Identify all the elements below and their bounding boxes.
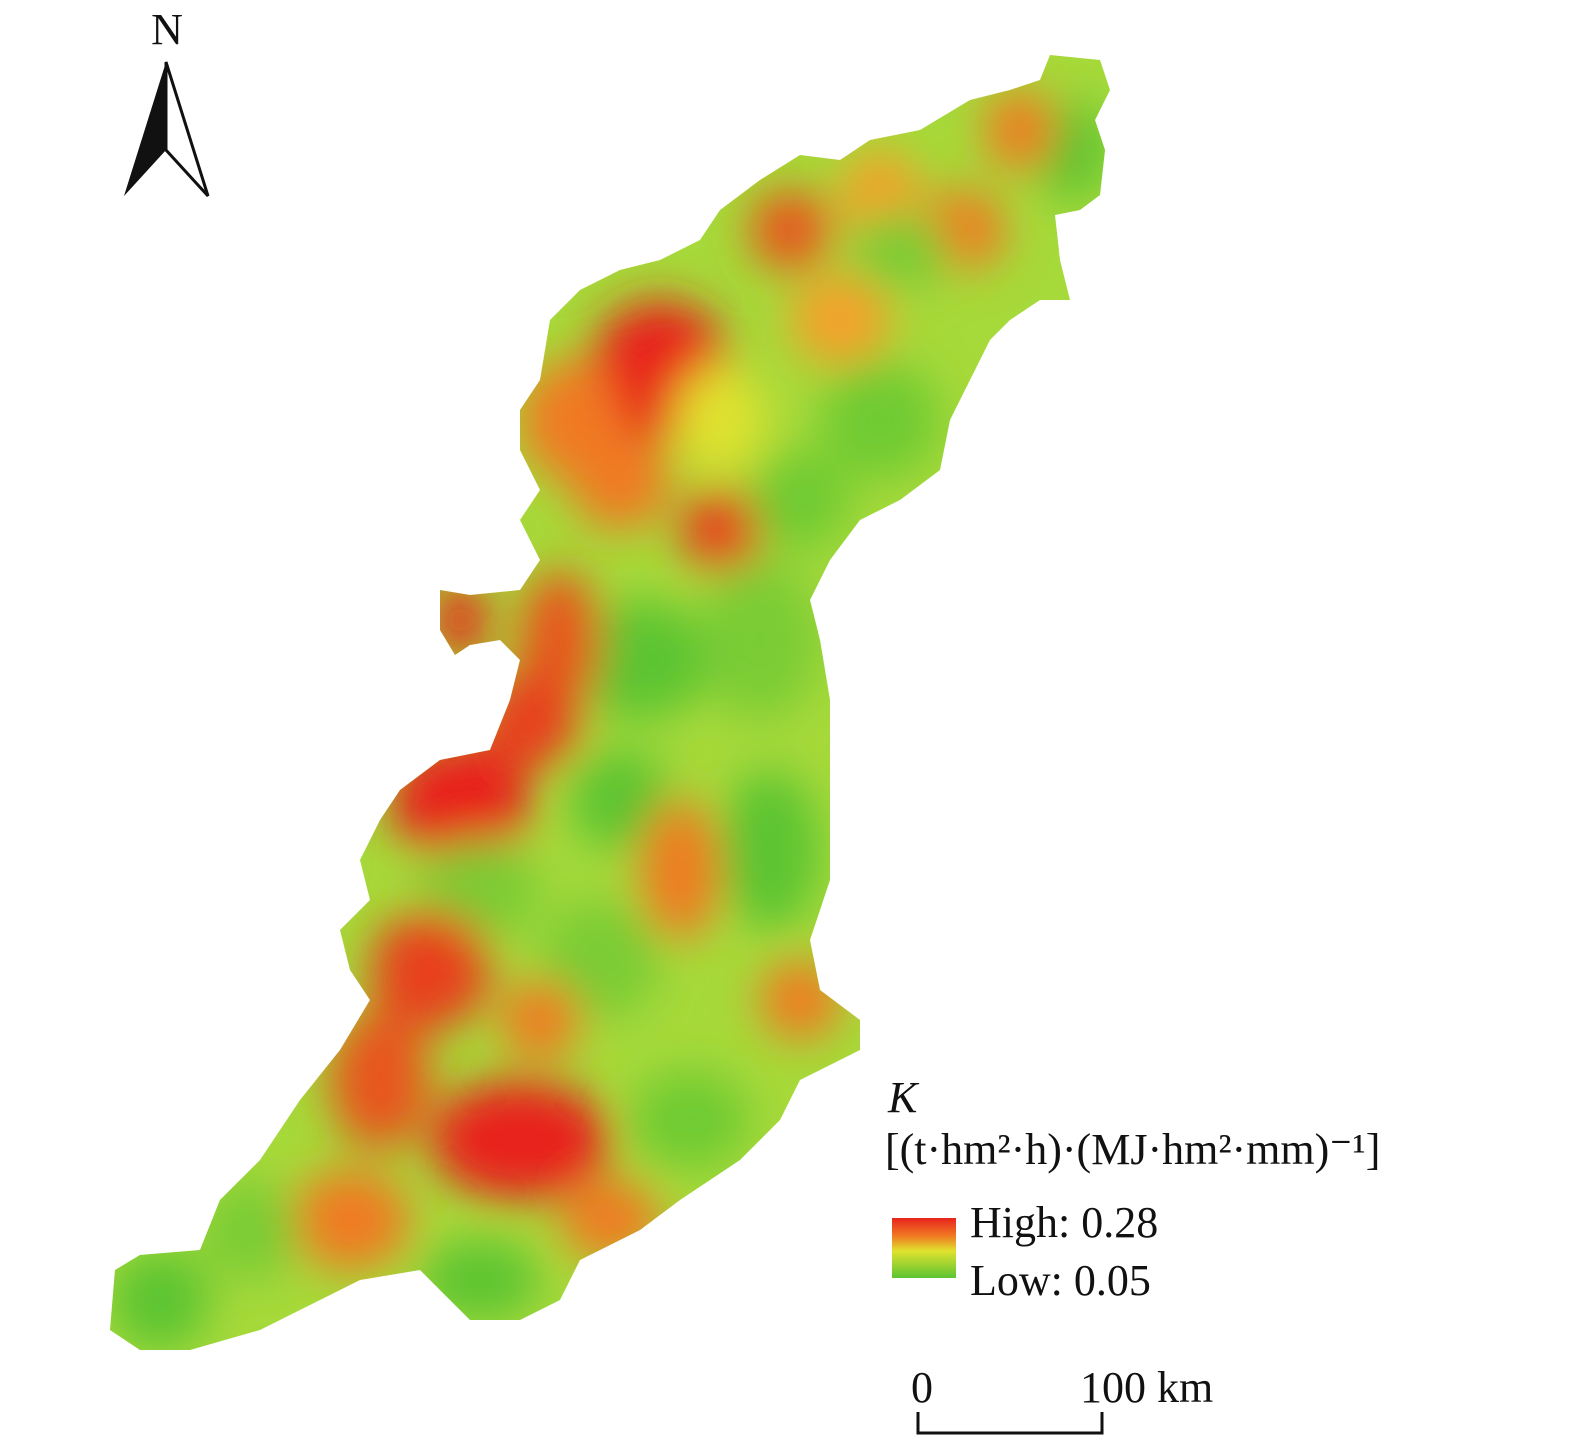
scale-end: 100 km (1080, 1363, 1213, 1412)
north-arrow: N (124, 5, 210, 198)
north-label: N (151, 5, 183, 54)
scale-bar: 0 100 km (911, 1363, 1213, 1435)
legend: K [(t·hm²·h)·(MJ·hm²·mm)⁻¹] High: 0.28 L… (885, 1073, 1380, 1305)
color-ramp (892, 1218, 956, 1278)
legend-title: K (887, 1073, 920, 1122)
legend-unit: [(t·hm²·h)·(MJ·hm²·mm)⁻¹] (885, 1125, 1380, 1174)
scale-start: 0 (911, 1363, 933, 1412)
legend-high: High: 0.28 (970, 1198, 1158, 1247)
legend-low: Low: 0.05 (970, 1256, 1151, 1305)
